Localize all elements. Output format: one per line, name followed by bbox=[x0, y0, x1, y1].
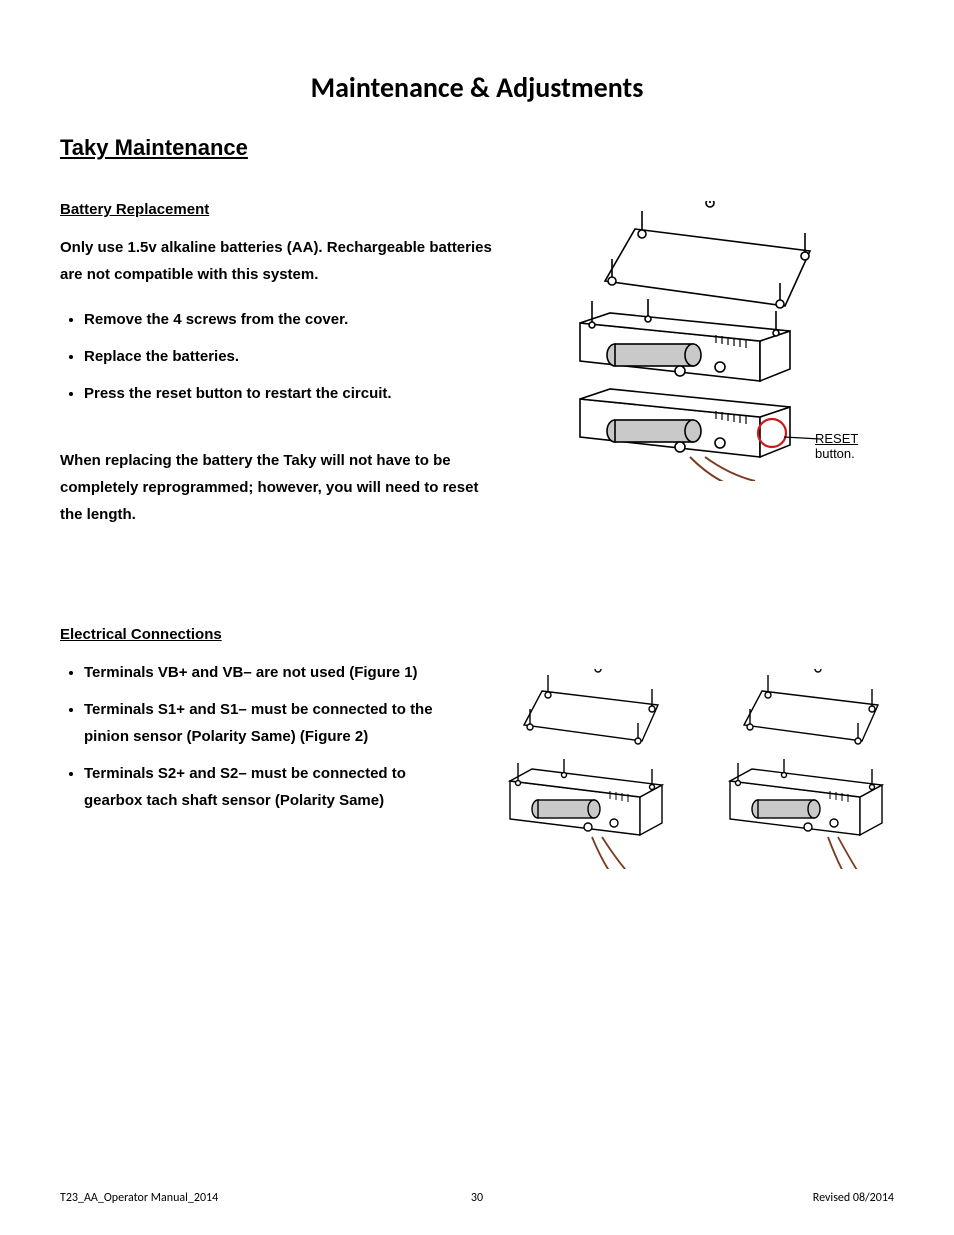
list-item: Remove the 4 screws from the cover. bbox=[84, 306, 500, 333]
section-heading: Taky Maintenance bbox=[60, 135, 894, 161]
list-item: Replace the batteries. bbox=[84, 343, 500, 370]
footer-left: T23_AA_Operator Manual_2014 bbox=[60, 1191, 218, 1205]
electrical-text-col: Terminals VB+ and VB– are not used (Figu… bbox=[60, 659, 460, 869]
footer-page-number: 30 bbox=[471, 1191, 483, 1205]
battery-diagram-col: RESET button. bbox=[520, 201, 894, 546]
electrical-section: Electrical Connections Terminals VB+ and… bbox=[60, 626, 894, 869]
page-root: Maintenance & Adjustments Taky Maintenan… bbox=[0, 0, 954, 1235]
battery-note: When replacing the battery the Taky will… bbox=[60, 447, 500, 528]
battery-text-col: Battery Replacement Only use 1.5v alkali… bbox=[60, 201, 500, 546]
reset-label-underlined: RESET bbox=[815, 431, 858, 446]
list-item: Terminals S1+ and S1– must be connected … bbox=[84, 696, 460, 750]
list-item: Press the reset button to restart the ci… bbox=[84, 380, 500, 407]
page-title: Maintenance & Adjustments bbox=[60, 70, 894, 105]
reset-label-rest: button. bbox=[815, 446, 855, 461]
diagrams-row bbox=[480, 669, 900, 869]
battery-row: Battery Replacement Only use 1.5v alkali… bbox=[60, 201, 894, 546]
battery-intro: Only use 1.5v alkaline batteries (AA). R… bbox=[60, 234, 500, 288]
footer-right: Revised 08/2014 bbox=[813, 1191, 894, 1205]
battery-heading: Battery Replacement bbox=[60, 201, 500, 218]
electrical-diagram-2-icon bbox=[700, 669, 900, 869]
electrical-bullet-list: Terminals VB+ and VB– are not used (Figu… bbox=[60, 659, 460, 814]
electrical-diagrams-col bbox=[480, 659, 900, 869]
list-item: Terminals S2+ and S2– must be connected … bbox=[84, 760, 460, 814]
electrical-heading: Electrical Connections bbox=[60, 626, 894, 643]
electrical-diagram-1-icon bbox=[480, 669, 680, 869]
electrical-row: Terminals VB+ and VB– are not used (Figu… bbox=[60, 659, 894, 869]
list-item: Terminals VB+ and VB– are not used (Figu… bbox=[84, 659, 520, 686]
page-footer: T23_AA_Operator Manual_2014 30 Revised 0… bbox=[60, 1191, 894, 1205]
reset-callout: RESET button. bbox=[815, 431, 894, 461]
battery-bullet-list: Remove the 4 screws from the cover. Repl… bbox=[60, 306, 500, 407]
